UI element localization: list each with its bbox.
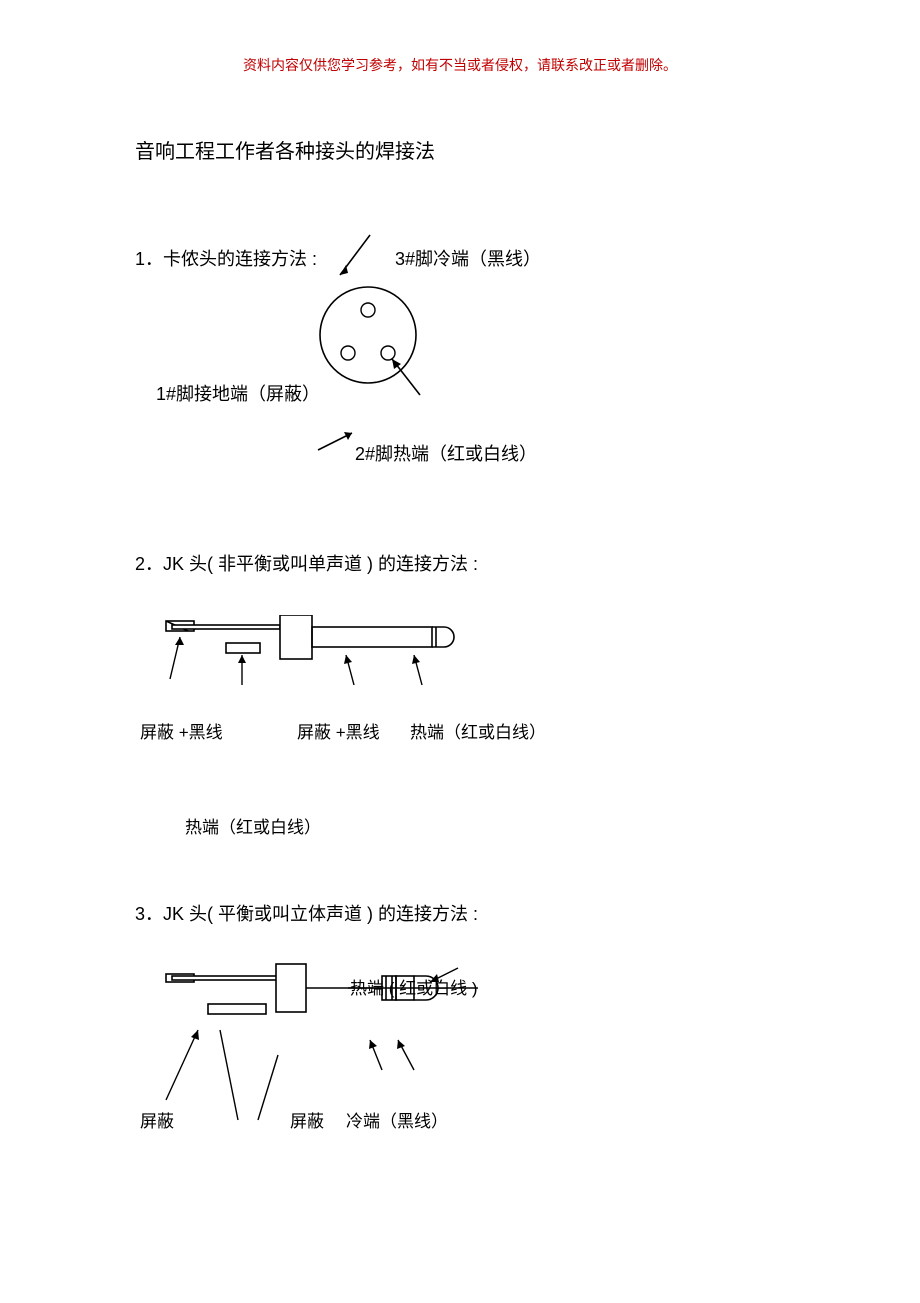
section3-hot-label: 热端 ( 红或白线 ) — [350, 974, 478, 999]
section2-hot-label: 热端（红或白线） — [410, 718, 546, 743]
section2-diagram — [158, 615, 578, 735]
section3-cold-label: 冷端（黑线） — [346, 1107, 448, 1132]
section3-shield2-label: 屏蔽 — [290, 1107, 324, 1132]
header-note: 资料内容仅供您学习参考，如有不当或者侵权，请联系改正或者删除。 — [0, 55, 920, 75]
section1-diagram — [160, 225, 580, 465]
section2-extra-hot-label: 热端（红或白线） — [185, 813, 321, 838]
page-title: 音响工程工作者各种接头的焊接法 — [135, 135, 435, 164]
section3-heading: 3．JK 头( 平衡或叫立体声道 ) 的连接方法 : — [135, 900, 478, 926]
section3-shield1-label: 屏蔽 — [140, 1107, 174, 1132]
section2-heading: 2．JK 头( 非平衡或叫单声道 ) 的连接方法 : — [135, 550, 478, 576]
section2-shield2-label: 屏蔽 +黑线 — [297, 718, 380, 743]
section2-shield1-label: 屏蔽 +黑线 — [140, 718, 223, 743]
